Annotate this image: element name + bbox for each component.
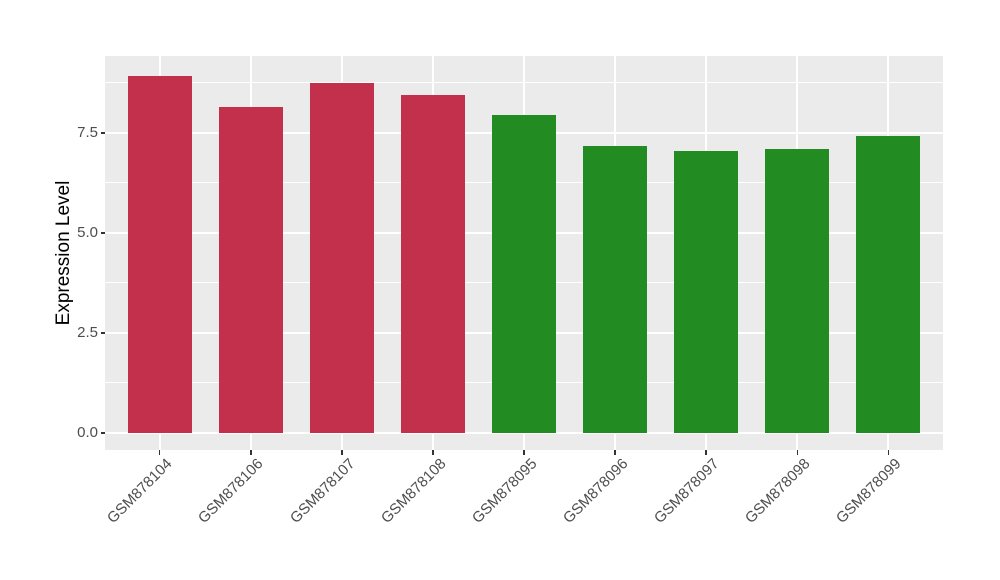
bar-GSM878097 xyxy=(674,150,739,433)
x-tick-mark xyxy=(158,450,161,455)
x-tick-label-GSM878097: GSM878097 xyxy=(650,455,723,527)
x-tick-label-GSM878096: GSM878096 xyxy=(559,455,632,527)
x-tick-mark xyxy=(614,450,616,455)
x-tick-mark xyxy=(705,450,707,455)
x-tick-label-GSM878108: GSM878108 xyxy=(377,455,450,527)
x-tick-mark xyxy=(523,450,525,455)
bar-GSM878095 xyxy=(492,115,556,433)
y-tick-mark xyxy=(100,132,105,134)
x-tick-label-GSM878098: GSM878098 xyxy=(742,455,814,527)
y-tick-label: 5.0 xyxy=(77,224,98,242)
x-tick-label-GSM878107: GSM878107 xyxy=(286,455,359,527)
bar-GSM878107 xyxy=(309,82,374,433)
x-tick-label-GSM878104: GSM878104 xyxy=(104,455,177,527)
y-tick-label: 7.5 xyxy=(77,124,98,142)
y-tick-mark xyxy=(100,432,105,434)
y-tick-label: 0.0 xyxy=(77,424,98,442)
x-tick-mark xyxy=(887,450,890,455)
x-tick-mark xyxy=(796,450,798,455)
bar-GSM878104 xyxy=(127,75,192,433)
x-tick-mark xyxy=(250,450,252,455)
y-tick-label: 2.5 xyxy=(77,324,98,342)
y-tick-mark xyxy=(100,332,105,334)
x-tick-label-GSM878099: GSM878099 xyxy=(833,455,905,527)
plot-panel xyxy=(105,56,943,450)
x-tick-label-GSM878106: GSM878106 xyxy=(195,455,268,527)
x-tick-mark xyxy=(341,450,343,455)
bar-GSM878108 xyxy=(400,95,465,433)
x-tick-label-GSM878095: GSM878095 xyxy=(468,455,541,527)
bar-GSM878096 xyxy=(583,146,648,433)
y-tick-mark xyxy=(100,232,105,234)
bar-GSM878106 xyxy=(218,106,283,433)
y-axis-title: Expression Level xyxy=(53,180,74,326)
bar-GSM878098 xyxy=(765,149,830,433)
x-tick-mark xyxy=(432,450,434,455)
bar-GSM878099 xyxy=(856,136,921,433)
